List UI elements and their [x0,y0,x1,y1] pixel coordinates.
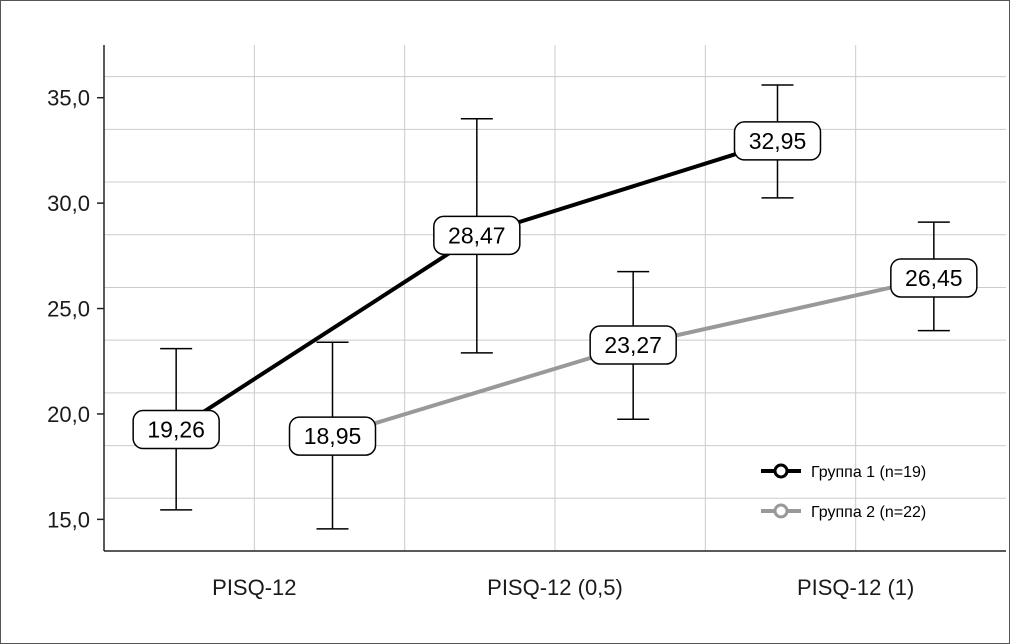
data-label-text: 19,26 [147,417,205,443]
data-label-text: 32,95 [749,128,807,154]
y-tick-label: 20,0 [47,402,90,427]
data-label: 18,95 [288,416,377,456]
data-label: 26,45 [890,258,978,298]
y-tick-label: 30,0 [47,191,90,216]
legend-marker [773,463,789,479]
y-tick-label: 25,0 [47,297,90,322]
data-label: 19,26 [132,409,220,450]
data-label: 28,47 [433,215,521,256]
legend-label: Группа 1 (n=19) [811,464,926,481]
data-label-text: 23,27 [604,332,662,358]
legend-marker [773,503,789,519]
legend-item: Группа 2 (n=22) [761,503,926,521]
x-tick-label: PISQ-12 (1) [797,575,914,600]
series-1: 19,26 28,47 32,95 [132,84,822,511]
x-tick-label: PISQ-12 [212,575,296,600]
data-label-box [589,325,677,365]
data-label-text: 26,45 [905,265,963,291]
y-tick-label: 35,0 [47,86,90,111]
data-label-box [733,121,822,161]
data-label-box [433,215,521,256]
series-2: 18,95 23,27 26,45 [288,221,978,530]
data-label-box [132,409,220,450]
data-label: 23,27 [589,325,677,365]
y-tick-label: 15,0 [47,507,90,532]
data-label-text: 18,95 [304,423,362,449]
data-label-box [890,258,978,298]
grid [104,45,1006,552]
data-label-box [288,416,377,456]
legend-label: Группа 2 (n=22) [811,504,926,521]
legend-item: Группа 1 (n=19) [761,463,926,481]
x-tick-label: PISQ-12 (0,5) [487,575,623,600]
data-label-text: 28,47 [448,222,506,248]
data-label: 32,95 [733,121,822,161]
